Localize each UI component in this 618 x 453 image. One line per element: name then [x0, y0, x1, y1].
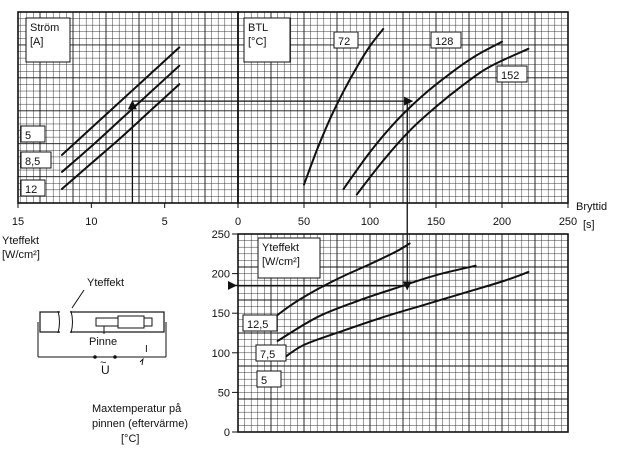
- time-x-tick-label: 50: [298, 216, 310, 228]
- time-x-tick-label: 250: [559, 216, 577, 228]
- reading-arrows: [127, 96, 414, 291]
- series-label-box-text: 8,5: [25, 156, 40, 168]
- yteffekt-series-7-5-line: [276, 264, 477, 342]
- series-label-box: 128: [430, 31, 462, 49]
- btl-panel-label: BTL [°C]: [243, 17, 291, 63]
- grid-layer: [18, 11, 569, 433]
- series-label-box-frame: [430, 31, 462, 49]
- caption-line-3: [°C]: [121, 433, 139, 445]
- series-label-box: 12: [20, 179, 46, 197]
- yteffekt-y-tick-label: 200: [212, 269, 230, 281]
- current-series-8-5-line: [61, 64, 181, 173]
- series-label-box-frame: [242, 314, 278, 332]
- yteffekt-y-tick-label: 100: [212, 348, 230, 360]
- btl-panel-label-frame: [243, 17, 291, 63]
- bryttid-axis-unit: [s]: [583, 219, 595, 231]
- circuit-label-yteffekt: Yteffekt: [87, 277, 124, 289]
- yteffekt-series-12-5-line: [263, 242, 411, 327]
- btl-panel-label-text: BTL: [248, 22, 268, 34]
- series-label-box: 8,5: [20, 151, 52, 169]
- series-label-box-text: 128: [435, 36, 453, 48]
- curve-layer: [61, 28, 530, 362]
- series-label-box-frame: [496, 65, 528, 83]
- yteffekt-series-5-line: [279, 271, 530, 362]
- source-terminal-left: [93, 355, 97, 359]
- yteffekt-axis-title: Yteffekt: [2, 235, 39, 247]
- caption-line-1: Maxtemperatur på: [92, 403, 182, 415]
- label-boxes: Ström [A] BTL [°C] Yteffekt [W/cm²] 5 8,5 12 72 12…: [20, 17, 528, 388]
- yteffekt-panel-label-frame: [257, 237, 321, 279]
- series-label-box: 152: [496, 65, 528, 83]
- series-label-box: 12,5: [242, 314, 278, 332]
- heating-pin-circuit-diagram: Yteffekt Pinne ~ U I: [37, 277, 167, 377]
- series-label-box: 72: [333, 31, 359, 49]
- series-label-box-text: 5: [261, 375, 267, 387]
- bryttid-axis-title: Bryttid: [576, 201, 607, 213]
- ac-symbol: ~: [100, 357, 106, 369]
- btl-series-72-line: [303, 28, 385, 186]
- btl-series-128-line: [342, 40, 503, 190]
- current-x-tick-label: 5: [162, 216, 168, 228]
- current-series-5-line: [61, 46, 181, 156]
- yteffekt-y-tick-label: 50: [218, 387, 230, 399]
- current-panel-label-text: [A]: [30, 36, 43, 48]
- yteffekt-panel-label: Yteffekt [W/cm²]: [257, 237, 321, 279]
- source-terminal-right: [113, 355, 117, 359]
- btl-series-152-line: [355, 47, 530, 196]
- yteffekt-panel-label-text: Yteffekt: [262, 242, 299, 254]
- series-label-box-text: 7,5: [260, 349, 275, 361]
- yteffekt-panel-frame: [237, 233, 569, 433]
- series-label-box: 5: [256, 370, 282, 388]
- series-label-box-text: 12,5: [247, 319, 268, 331]
- time-x-tick-label: 100: [361, 216, 379, 228]
- series-label-box-frame: [256, 370, 282, 388]
- current-panel-label-frame: [25, 17, 71, 63]
- series-label-box-text: 12: [25, 184, 37, 196]
- pin-break: [60, 309, 70, 335]
- series-label-box-text: 152: [501, 70, 519, 82]
- yteffekt-y-tick-label: 150: [212, 308, 230, 320]
- yteffekt-y-tick-label: 250: [212, 229, 230, 241]
- yteffekt-panel-label-text: [W/cm²]: [262, 256, 300, 268]
- time-x-tick-label: 150: [427, 216, 445, 228]
- time-x-tick-label: 200: [493, 216, 511, 228]
- current-panel-label-text: Ström: [30, 22, 59, 34]
- circuit-label-pinne: Pinne: [89, 336, 117, 348]
- current-series-12-line: [61, 83, 181, 190]
- panel-frames: [17, 11, 569, 433]
- current-panel-label: Ström [A]: [25, 17, 71, 63]
- series-label-box-frame: [20, 125, 46, 143]
- series-label-box-frame: [333, 31, 359, 49]
- caption-line-2: pinnen (eftervärme): [92, 418, 188, 430]
- series-label-box-frame: [20, 151, 52, 169]
- circuit-label-u: U: [101, 363, 110, 377]
- series-label-box-text: 5: [25, 130, 31, 142]
- btl-panel-frame: [237, 11, 569, 204]
- series-label-box-frame: [20, 179, 46, 197]
- current-arrow: [139, 357, 144, 366]
- pin-break-left: [57, 310, 60, 334]
- series-label-box: 5: [20, 125, 46, 143]
- series-label-box-frame: [255, 344, 287, 362]
- series-label-box-text: 72: [338, 36, 350, 48]
- btl-panel-label-text: [°C]: [248, 36, 266, 48]
- circuit-label-i: I: [145, 344, 148, 355]
- yteffekt-y-tick-label: 0: [224, 427, 230, 439]
- pin-break-right: [70, 310, 73, 334]
- pointer-line: [71, 289, 85, 309]
- time-x-tick-label: 0: [235, 216, 241, 228]
- yteffekt-axis-unit: [W/cm²]: [2, 249, 40, 261]
- current-x-tick-label: 10: [85, 216, 97, 228]
- pin-element: [117, 315, 145, 329]
- current-x-tick-label: 15: [12, 216, 24, 228]
- series-label-box: 7,5: [255, 344, 287, 362]
